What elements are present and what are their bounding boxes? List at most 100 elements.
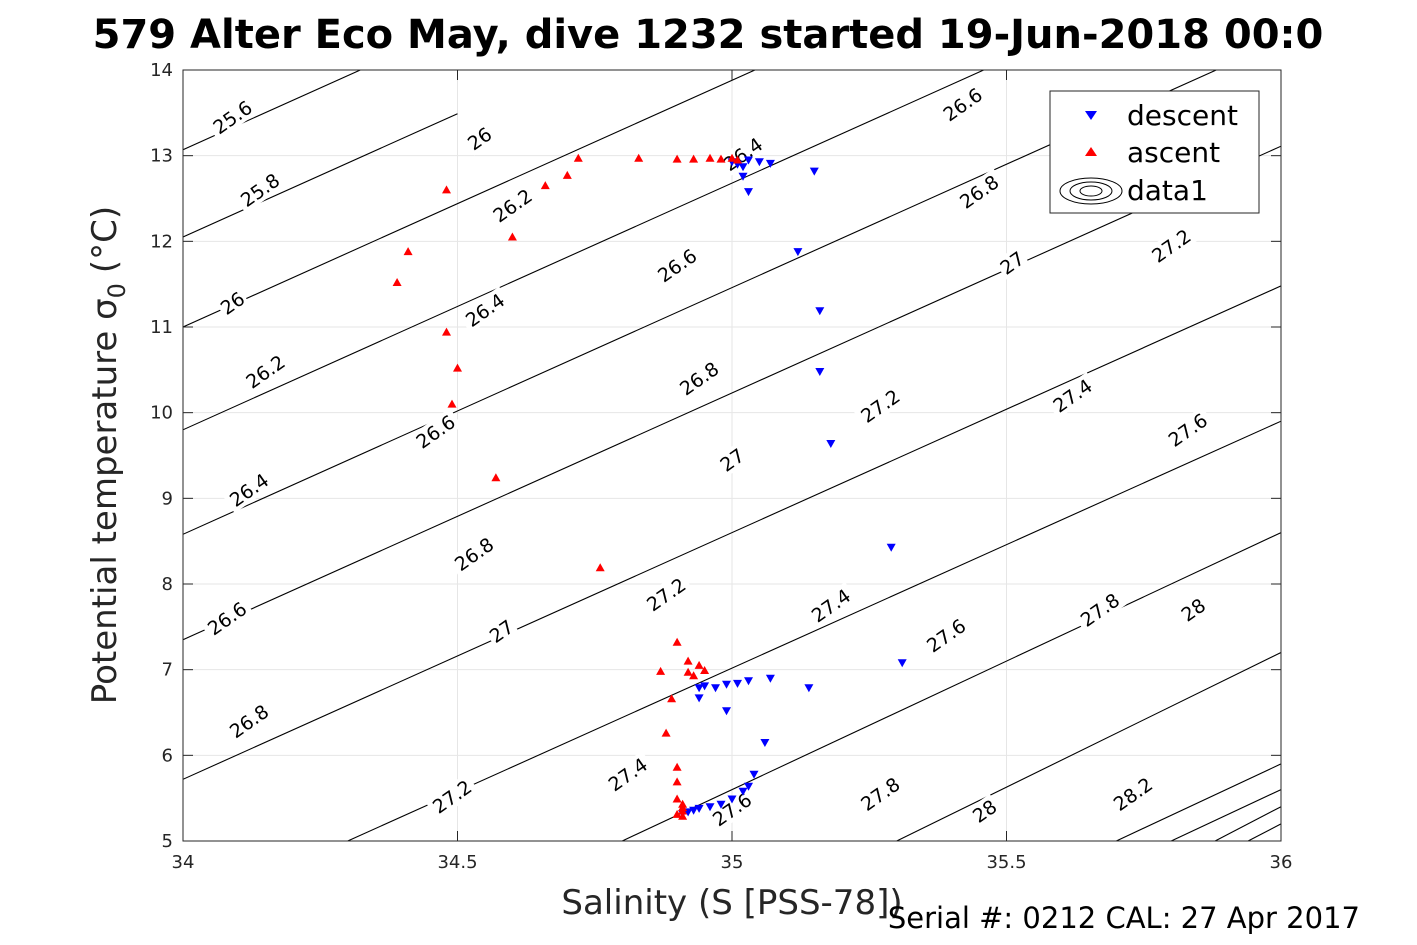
- ascent-point: [694, 660, 704, 669]
- ascent-point: [507, 232, 517, 241]
- contour-label-bg: [222, 466, 276, 514]
- descent-point: [749, 770, 759, 779]
- x-tick-label: 34: [172, 852, 195, 873]
- ascent-point: [442, 327, 451, 336]
- x-tick-label: 35.5: [986, 852, 1026, 873]
- contour-label-bg: [994, 245, 1030, 280]
- descent-point: [765, 674, 775, 683]
- ascent-point: [667, 694, 677, 703]
- y-axis-label-subscript: 0: [103, 283, 131, 298]
- ascent-point: [491, 473, 501, 482]
- ascent-point: [392, 278, 402, 286]
- contour-label-bg: [639, 570, 693, 618]
- contour-line-27-2: [621, 532, 1281, 841]
- legend-label-descent: descent: [1127, 99, 1238, 132]
- ascent-point: [447, 399, 457, 408]
- descent-point: [694, 694, 704, 703]
- contour-label-bg: [705, 785, 759, 833]
- descent-point: [738, 787, 748, 796]
- ascent-point: [540, 181, 550, 190]
- ascent-point: [442, 185, 451, 194]
- ascent-point: [562, 170, 572, 179]
- ascent-point: [661, 728, 671, 737]
- descent-point: [754, 158, 764, 167]
- y-tick-label: 13: [150, 146, 173, 167]
- descent-point: [744, 782, 753, 791]
- ascent-point: [689, 671, 699, 680]
- ascent-point: [689, 154, 699, 163]
- ascent-point: [672, 809, 682, 818]
- contour-label-bg: [1073, 586, 1127, 634]
- contour-label-bg: [408, 408, 463, 455]
- descent-point: [700, 682, 710, 691]
- contour-label-bg: [205, 93, 260, 141]
- y-tick-label: 12: [150, 231, 173, 252]
- legend-descent-marker: [1085, 111, 1097, 120]
- ascent-point: [705, 153, 715, 162]
- legend: descent ascent data1: [1049, 90, 1260, 214]
- contour-line-25-8: [183, 113, 458, 238]
- contour-label-bg: [222, 697, 276, 745]
- contour-label-bg: [1175, 592, 1211, 627]
- contour-label-bg: [1045, 372, 1100, 419]
- ascent-point: [573, 153, 583, 162]
- descent-point: [727, 795, 737, 804]
- contour-label-bg: [425, 773, 479, 820]
- descent-point: [897, 659, 907, 668]
- contour-label-bg: [483, 614, 520, 649]
- ascent-series: [392, 153, 742, 820]
- descent-point: [705, 803, 715, 812]
- contour-label-bg: [600, 750, 655, 798]
- contour-line-28: [1214, 806, 1281, 841]
- contour-label-bg: [804, 582, 858, 629]
- y-tick-label: 9: [162, 488, 173, 509]
- ascent-point: [683, 667, 693, 676]
- y-tick-label: 10: [150, 403, 173, 424]
- contour-label-bg: [853, 770, 907, 818]
- contour-label-bg: [952, 168, 1006, 215]
- descent-point: [886, 543, 896, 552]
- ascent-point: [672, 794, 682, 803]
- descent-point: [815, 307, 825, 316]
- contour-label-bg: [458, 286, 512, 334]
- descent-point: [744, 188, 753, 197]
- x-tick-label: 36: [1270, 852, 1293, 873]
- ascent-point: [595, 563, 605, 572]
- contour-line-27-8: [1170, 789, 1281, 841]
- legend-box: [1049, 90, 1260, 214]
- ascent-point: [700, 666, 710, 674]
- contour-label-bg: [716, 130, 770, 178]
- contour-label-bg: [447, 530, 501, 578]
- contour-label-bg: [935, 80, 990, 128]
- contour-label-bg: [919, 612, 973, 659]
- chart-title: 579 Alter Eco May, dive 1232 started 19-…: [93, 12, 1324, 58]
- ascent-point: [733, 155, 742, 164]
- descent-point: [826, 440, 836, 448]
- descent-point: [809, 167, 819, 176]
- contour-label-bg: [853, 382, 907, 430]
- contour-line-28-2: [1247, 823, 1281, 841]
- contour-line-26-8: [183, 285, 1281, 780]
- ascent-point: [672, 762, 682, 771]
- descent-point: [744, 156, 753, 165]
- contour-label-bg: [214, 285, 251, 321]
- ascent-point: [403, 247, 413, 256]
- ascent-point: [656, 666, 666, 675]
- serial-cal-footer: Serial #: 0212 CAL: 27 Apr 2017: [888, 901, 1360, 935]
- y-tick-label: 5: [162, 831, 173, 852]
- y-axis-label-unit: (°C): [85, 206, 125, 273]
- descent-point: [793, 248, 803, 257]
- contour-label-bg: [461, 121, 498, 156]
- descent-point: [760, 739, 770, 747]
- descent-point: [722, 680, 731, 689]
- contour-label-bg: [1144, 222, 1198, 269]
- x-tick-label: 34.5: [437, 852, 477, 873]
- descent-point: [744, 677, 753, 686]
- ascent-point: [634, 153, 644, 162]
- y-tick-label: 8: [162, 574, 173, 595]
- contour-label-bg: [238, 348, 293, 395]
- contour-label-bg: [485, 182, 540, 229]
- legend-contour-icon: [1059, 177, 1123, 205]
- contour-label-bg: [672, 355, 726, 402]
